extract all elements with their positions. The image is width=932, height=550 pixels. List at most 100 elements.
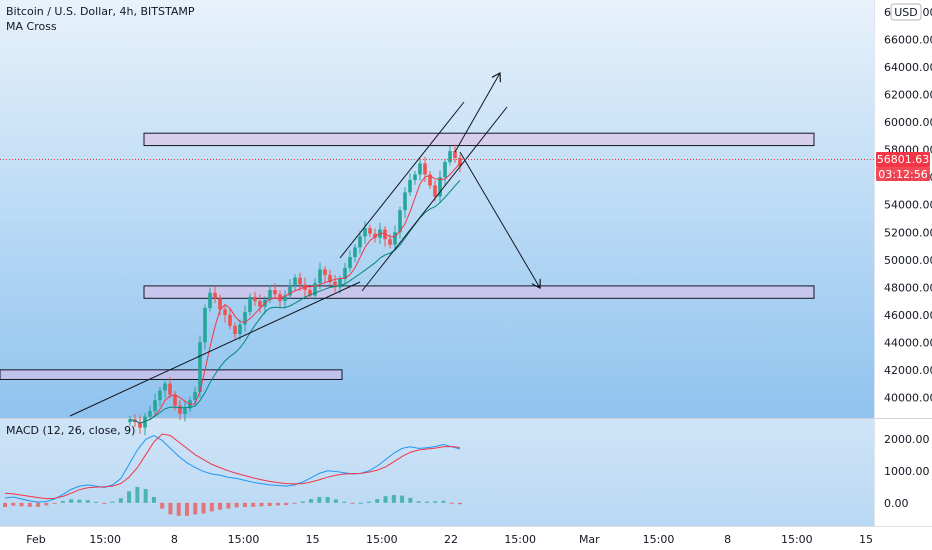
candle-body bbox=[203, 307, 207, 343]
candle-body bbox=[153, 400, 157, 412]
candle-body bbox=[403, 192, 407, 211]
candle-body bbox=[213, 292, 217, 299]
candlestick-series bbox=[128, 144, 462, 436]
time-tick-label: 15 bbox=[859, 533, 873, 546]
candle-body bbox=[223, 309, 227, 315]
candle-body bbox=[313, 283, 317, 296]
macd-histogram-bar bbox=[69, 499, 74, 503]
time-axis: Feb 15:00 8 15:00 15 15:00 22 15:00 Mar 15:00 8 15:… bbox=[26, 533, 873, 546]
price-tick-label: 60000.00 bbox=[884, 116, 932, 129]
price-tick-label: 52000.00 bbox=[884, 226, 932, 239]
macd-histogram-bar bbox=[267, 502, 272, 506]
time-tick-label: 15:00 bbox=[504, 533, 536, 546]
macd-histogram-bar bbox=[424, 501, 429, 503]
candle-body bbox=[148, 411, 152, 417]
price-tick-label: 46000.00 bbox=[884, 309, 932, 322]
time-tick-label: 15:00 bbox=[228, 533, 260, 546]
macd-histogram-bar bbox=[218, 502, 223, 510]
time-axis-background bbox=[0, 526, 932, 550]
macd-histogram-bar bbox=[449, 502, 454, 504]
macd-histogram-bar bbox=[433, 501, 438, 503]
candle-body bbox=[218, 298, 222, 310]
macd-histogram-bar bbox=[350, 502, 355, 504]
macd-histogram-bar bbox=[102, 502, 107, 504]
macd-histogram-bar bbox=[60, 501, 65, 503]
macd-histogram-bar bbox=[77, 499, 82, 503]
macd-histogram-bar bbox=[85, 500, 90, 503]
macd-histogram-bar bbox=[110, 501, 115, 503]
price-axis-background bbox=[874, 0, 932, 526]
macd-histogram-bar bbox=[309, 499, 314, 503]
macd-histogram-bar bbox=[234, 502, 239, 508]
candle-body bbox=[363, 228, 367, 237]
candle-countdown: 03:12:56 bbox=[878, 168, 927, 181]
macd-line bbox=[4, 435, 461, 503]
price-pane-background bbox=[0, 0, 874, 418]
signal-line bbox=[4, 433, 461, 500]
candle-body bbox=[293, 277, 297, 286]
candle-body bbox=[178, 405, 182, 414]
macd-histogram-bar bbox=[27, 502, 32, 507]
candle-body bbox=[288, 285, 292, 296]
macd-histogram-bar bbox=[209, 502, 214, 512]
candle-body bbox=[168, 383, 172, 395]
breakout-arrow bbox=[454, 73, 500, 153]
macd-histogram-bar bbox=[127, 491, 132, 503]
candle-body bbox=[163, 383, 167, 391]
candle-body bbox=[268, 290, 272, 300]
macd-histogram-bar bbox=[408, 497, 413, 503]
candle-body bbox=[198, 342, 202, 392]
candle-body bbox=[248, 296, 252, 313]
candle-body bbox=[243, 312, 247, 325]
macd-indicator bbox=[3, 433, 462, 516]
price-axis: 68000.0066000.0064000.0062000.0060000.00… bbox=[884, 6, 932, 404]
candle-body bbox=[193, 391, 197, 401]
candle-body bbox=[343, 268, 347, 280]
macd-histogram-bar bbox=[400, 495, 405, 503]
candle-body bbox=[373, 233, 377, 238]
candle-body bbox=[333, 281, 337, 288]
candle-body bbox=[228, 314, 232, 326]
support-trendline bbox=[69, 281, 361, 417]
macd-histogram-bar bbox=[342, 501, 347, 503]
time-tick-label: Feb bbox=[26, 533, 45, 546]
candle-body bbox=[283, 295, 287, 302]
macd-axis: 2000.00 1000.00 0.00 bbox=[884, 433, 930, 510]
time-tick-label: 15:00 bbox=[89, 533, 121, 546]
candle-body bbox=[348, 257, 352, 269]
macd-histogram-bar bbox=[416, 501, 421, 503]
currency-button[interactable]: USD bbox=[890, 3, 922, 21]
ma-slow-line bbox=[129, 179, 461, 424]
macd-tick-label: 0.00 bbox=[884, 497, 909, 510]
macd-pane-background bbox=[0, 419, 874, 526]
candle-body bbox=[328, 274, 332, 282]
candle-body bbox=[183, 408, 187, 414]
macd-histogram-bar bbox=[292, 502, 297, 504]
candle-body bbox=[278, 294, 282, 302]
candle-body bbox=[253, 296, 257, 302]
macd-histogram-bar bbox=[193, 502, 198, 515]
price-tick-label: 64000.00 bbox=[884, 61, 932, 74]
macd-histogram-bar bbox=[391, 495, 396, 503]
candle-body bbox=[323, 269, 327, 275]
resistance-zone bbox=[143, 285, 815, 299]
price-tick-label: 48000.00 bbox=[884, 281, 932, 294]
time-tick-label: 8 bbox=[724, 533, 731, 546]
last-price-value: 56801.63 bbox=[877, 153, 930, 166]
symbol-title: Bitcoin / U.S. Dollar, 4h, BITSTAMP bbox=[6, 5, 195, 18]
candle-body bbox=[173, 394, 177, 406]
macd-histogram-bar bbox=[19, 502, 24, 507]
candle-body bbox=[158, 390, 162, 401]
candle-body bbox=[423, 163, 427, 175]
currency-label: USD bbox=[894, 6, 918, 19]
macd-legend-label: MACD (12, 26, close, 9) bbox=[6, 424, 135, 437]
candle-body bbox=[388, 239, 392, 245]
candle-body bbox=[273, 290, 277, 295]
candle-body bbox=[303, 284, 307, 291]
macd-histogram-bar bbox=[176, 502, 181, 516]
price-tick-label: 42000.00 bbox=[884, 364, 932, 377]
time-tick-label: 15:00 bbox=[366, 533, 398, 546]
candle-body bbox=[443, 162, 447, 178]
candle-body bbox=[143, 416, 147, 428]
